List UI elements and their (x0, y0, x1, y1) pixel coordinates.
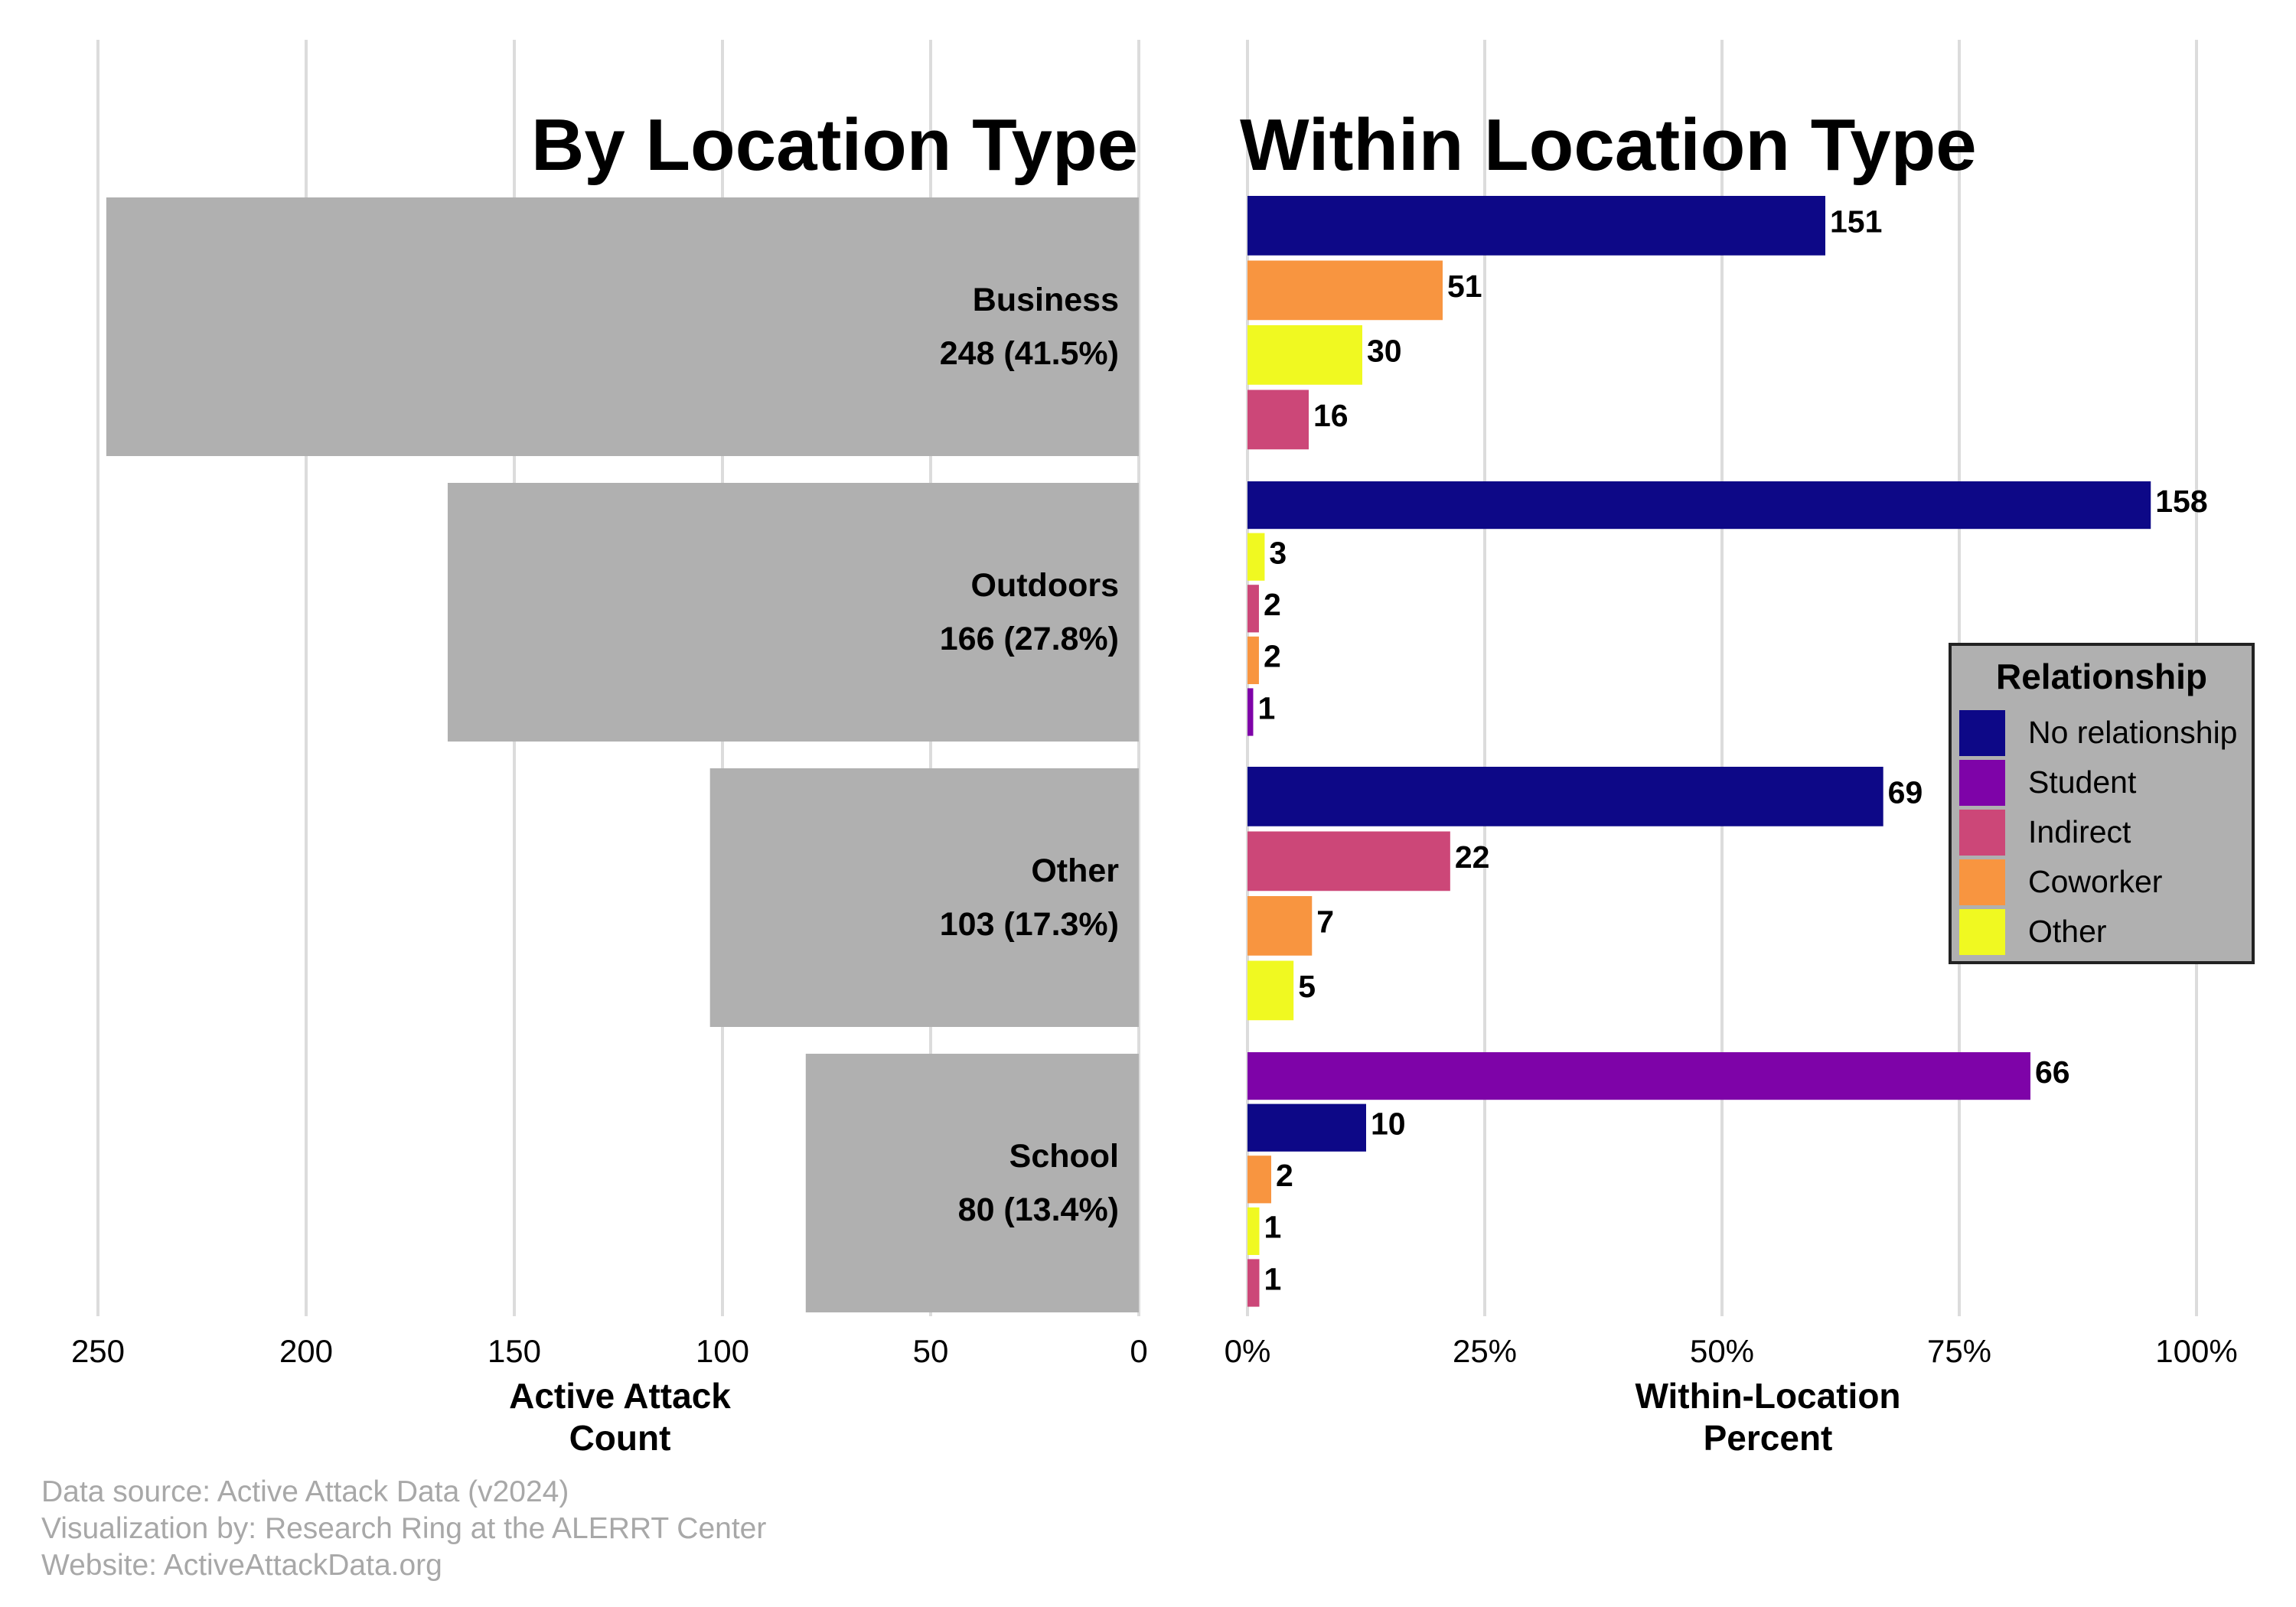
legend-swatch-coworker (1959, 859, 2005, 905)
legend-label-no-relationship: No relationship (2028, 715, 2238, 750)
location-bar-outdoors (447, 483, 1139, 742)
left-tick-label: 0 (1130, 1333, 1147, 1369)
location-bar-other (709, 768, 1139, 1027)
bar-school-no-relationship (1247, 1103, 1366, 1152)
left-chart-title: By Location Type (531, 104, 1138, 186)
location-name-label: Other (1031, 852, 1119, 889)
bar-value-label: 151 (1830, 204, 1882, 240)
caption-website: Website: ActiveAttackData.org (41, 1549, 442, 1582)
bar-value-label: 66 (2035, 1054, 2070, 1090)
bar-value-label: 7 (1316, 905, 1334, 940)
bar-outdoors-coworker (1247, 636, 1259, 684)
location-count-label: 103 (17.3%) (940, 906, 1119, 943)
location-bar-school (805, 1054, 1139, 1312)
bar-value-label: 16 (1313, 398, 1349, 433)
location-count-label: 80 (13.4%) (958, 1191, 1119, 1228)
bar-outdoors-other (1247, 533, 1265, 581)
location-count-label: 166 (27.8%) (940, 621, 1119, 657)
bar-value-label: 51 (1447, 269, 1482, 304)
bar-school-coworker (1247, 1156, 1271, 1204)
left-tick-label: 150 (488, 1333, 541, 1369)
legend-label-student: Student (2028, 764, 2137, 800)
bar-value-label: 1 (1264, 1210, 1282, 1245)
bar-other-no-relationship (1247, 767, 1883, 826)
bar-outdoors-student (1247, 688, 1254, 736)
bar-value-label: 2 (1276, 1158, 1293, 1193)
bar-value-label: 3 (1269, 536, 1287, 571)
left-tick-label: 50 (913, 1333, 949, 1369)
legend-label-other: Other (2028, 914, 2107, 949)
left-tick-label: 200 (279, 1333, 333, 1369)
caption-data-source: Data source: Active Attack Data (v2024) (41, 1475, 569, 1508)
legend-swatch-no-relationship (1959, 710, 2005, 756)
legend-label-indirect: Indirect (2028, 814, 2131, 849)
location-count-bars: Business 248 (41.5%) Outdoors 166 (27.8%) Ot… (106, 197, 1139, 1312)
right-tick-label: 25% (1453, 1333, 1517, 1369)
relationship-legend: Relationship No relationship Student Indire… (1949, 643, 2255, 964)
bar-outdoors-no-relationship (1247, 481, 2151, 530)
caption-visualization-by: Visualization by: Research Ring at the A… (41, 1512, 766, 1545)
bar-school-other (1247, 1207, 1260, 1255)
location-name-label: Business (973, 282, 1119, 318)
location-name-label: Outdoors (971, 567, 1119, 604)
legend-swatch-other (1959, 909, 2005, 955)
legend-label-coworker: Coworker (2028, 864, 2162, 899)
right-tick-label: 100% (2155, 1333, 2237, 1369)
left-x-tick-labels: 250 200 150 100 50 0 (71, 1333, 1148, 1369)
bar-value-label: 2 (1264, 639, 1281, 674)
legend-title: Relationship (1996, 657, 2207, 696)
bar-other-indirect (1247, 831, 1450, 892)
bar-value-label: 30 (1367, 334, 1402, 369)
bar-other-other (1247, 960, 1294, 1021)
right-x-tick-labels: 0% 25% 50% 75% 100% (1225, 1333, 2238, 1369)
location-bar-business (106, 197, 1139, 456)
bar-value-label: 1 (1257, 690, 1275, 725)
bar-other-coworker (1247, 896, 1313, 956)
bar-value-label: 158 (2155, 484, 2207, 519)
location-name-label: School (1009, 1138, 1119, 1175)
bar-value-label: 1 (1264, 1261, 1282, 1296)
bar-business-indirect (1247, 390, 1309, 450)
right-chart-title: Within Location Type (1240, 104, 1977, 186)
right-tick-label: 50% (1690, 1333, 1754, 1369)
bar-value-label: 5 (1298, 969, 1316, 1004)
legend-swatch-student (1959, 760, 2005, 806)
legend-swatch-indirect (1959, 810, 2005, 856)
left-tick-label: 250 (71, 1333, 125, 1369)
left-tick-label: 100 (696, 1333, 749, 1369)
bar-value-label: 2 (1264, 587, 1281, 622)
bar-value-label: 22 (1455, 839, 1490, 875)
right-x-axis-title: Within-Location Percent (1635, 1376, 1900, 1458)
bar-business-no-relationship (1247, 196, 1825, 256)
bar-school-indirect (1247, 1259, 1260, 1307)
bar-value-label: 10 (1371, 1107, 1406, 1142)
bar-outdoors-indirect (1247, 585, 1259, 633)
bar-school-student (1247, 1052, 2030, 1100)
right-tick-label: 0% (1225, 1333, 1271, 1369)
location-count-label: 248 (41.5%) (940, 335, 1119, 372)
bar-business-coworker (1247, 260, 1443, 321)
bar-value-label: 69 (1888, 775, 1923, 810)
left-x-axis-title: Active Attack Count (509, 1376, 731, 1458)
right-tick-label: 75% (1927, 1333, 1991, 1369)
bar-business-other (1247, 325, 1362, 385)
